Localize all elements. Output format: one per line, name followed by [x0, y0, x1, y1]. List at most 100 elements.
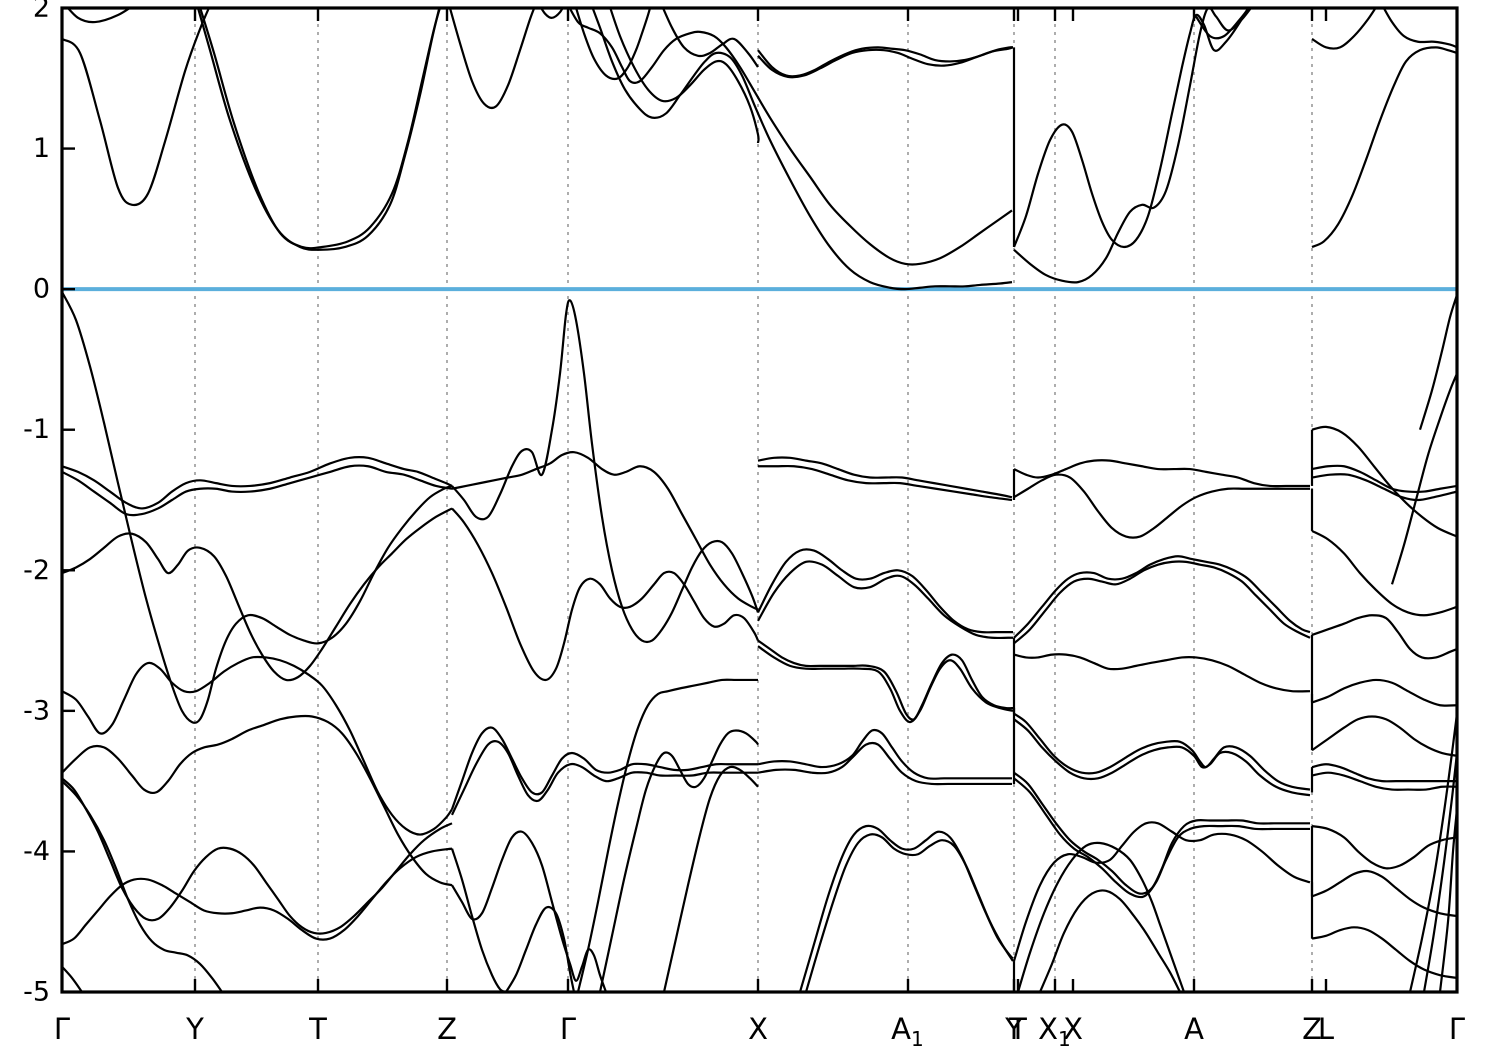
x-tick-label-main: X: [748, 1012, 768, 1046]
band-curve: [568, 8, 1013, 266]
band-curve: [757, 639, 1014, 721]
x-axis-ticks: [193, 8, 1328, 992]
band-curve: [591, 8, 1013, 291]
band-curve: [1013, 459, 1310, 488]
x-tick-label-main: Z: [437, 1012, 457, 1046]
band-curve: [1311, 771, 1457, 791]
y-tick-label: -5: [23, 977, 50, 1008]
band-curve: [1311, 715, 1457, 757]
band-curve: [1311, 529, 1457, 617]
x-tick-label-8: T: [1008, 1012, 1027, 1046]
x-tick-label-5: X: [748, 1012, 768, 1046]
band-curves: [62, 8, 1457, 992]
band-curve: [609, 8, 760, 144]
band-curve: [1013, 712, 1311, 791]
x-tick-label-11: A: [1184, 1012, 1204, 1046]
band-curve: [1311, 425, 1457, 538]
band-curve: [598, 729, 759, 992]
band-curve: [1311, 464, 1457, 494]
x-tick-label-10: X: [1063, 1012, 1083, 1046]
x-tick-label-main: Γ: [560, 1012, 576, 1046]
x-tick-label-0: Γ: [54, 1012, 70, 1046]
band-curve: [1013, 653, 1311, 693]
axes-frame: [60, 6, 1459, 994]
y-tick-label: 0: [33, 274, 50, 305]
band-curve: [804, 833, 1014, 992]
band-curve: [62, 464, 453, 517]
band-curve: [757, 645, 1014, 724]
x-tick-label-main: T: [1008, 1012, 1027, 1046]
x-tick-label-main: X: [1038, 1012, 1058, 1046]
band-curve: [574, 8, 652, 81]
x-tick-label-main: Γ: [1449, 1012, 1465, 1046]
band-curve: [1311, 763, 1457, 783]
band-curve: [661, 8, 759, 68]
band-curve: [451, 739, 758, 816]
band-curve: [1311, 473, 1457, 502]
y-tick-label: 1: [33, 133, 50, 164]
x-tick-label-3: Z: [437, 1012, 457, 1046]
band-curve: [62, 507, 453, 682]
band-curve: [1311, 678, 1457, 707]
axes-border: [60, 6, 1459, 994]
x-tick-label-main: L: [1318, 1012, 1334, 1046]
band-curve: [66, 8, 132, 24]
band-curve: [1038, 889, 1181, 992]
band-curve: [757, 46, 1014, 79]
band-curve: [1013, 777, 1310, 899]
band-curve: [1013, 8, 1253, 284]
band-curve: [1422, 752, 1457, 992]
band-curve: [757, 741, 1012, 786]
band-curve: [662, 765, 759, 992]
x-tick-label-14: Γ: [1449, 1012, 1465, 1046]
x-tick-label-subscript: 1: [1058, 1027, 1071, 1050]
band-curve: [62, 847, 453, 946]
y-tick-label: -4: [23, 836, 50, 867]
y-axis-ticks: [62, 6, 75, 994]
band-curve: [1195, 8, 1251, 40]
x-tick-label-main: Y: [185, 1012, 204, 1046]
band-curve: [448, 8, 536, 110]
band-curve: [1311, 825, 1457, 870]
y-tick-label: 2: [33, 0, 50, 24]
band-curve: [1311, 46, 1457, 248]
x-tick-label-1: Y: [185, 1012, 204, 1046]
y-tick-label: -2: [23, 555, 50, 586]
x-tick-label-main: X: [1063, 1012, 1083, 1046]
band-curve: [450, 726, 758, 810]
band-curve: [1013, 473, 1310, 539]
x-tick-label-main: Z: [1302, 1012, 1322, 1046]
x-tick-label-main: A: [891, 1012, 911, 1046]
band-curve: [1418, 294, 1457, 431]
x-tick-label-main: A: [1184, 1012, 1204, 1046]
band-curve: [576, 678, 758, 992]
band-curve: [451, 451, 759, 611]
band-curve: [757, 728, 1012, 780]
band-curve: [1408, 713, 1457, 992]
band-curve: [1382, 8, 1457, 49]
band-curve: [199, 8, 442, 250]
band-curve: [1390, 373, 1457, 585]
band-curve: [1013, 718, 1311, 797]
band-curve: [451, 299, 760, 644]
band-curve: [757, 456, 1013, 499]
band-curve: [1438, 809, 1457, 992]
x-tick-label-main: Γ: [54, 1012, 70, 1046]
band-curve: [62, 714, 453, 887]
band-curve: [757, 548, 1013, 634]
band-curve: [1013, 555, 1311, 639]
y-axis-tick-labels: 2 1 0 -1 -2 -3 -4 -5: [23, 0, 50, 1008]
band-curve: [1311, 614, 1457, 660]
x-axis-tick-labels: Γ Y T Z Γ X A 1 YT X 1X A ZL Γ: [54, 1012, 1465, 1050]
y-tick-label: -1: [23, 414, 50, 445]
x-tick-label-13: L: [1318, 1012, 1334, 1046]
band-curve: [1311, 8, 1377, 50]
band-curve: [757, 560, 1013, 640]
band-curve: [62, 291, 453, 724]
band-curve: [62, 655, 453, 836]
band-curve: [758, 464, 1013, 502]
